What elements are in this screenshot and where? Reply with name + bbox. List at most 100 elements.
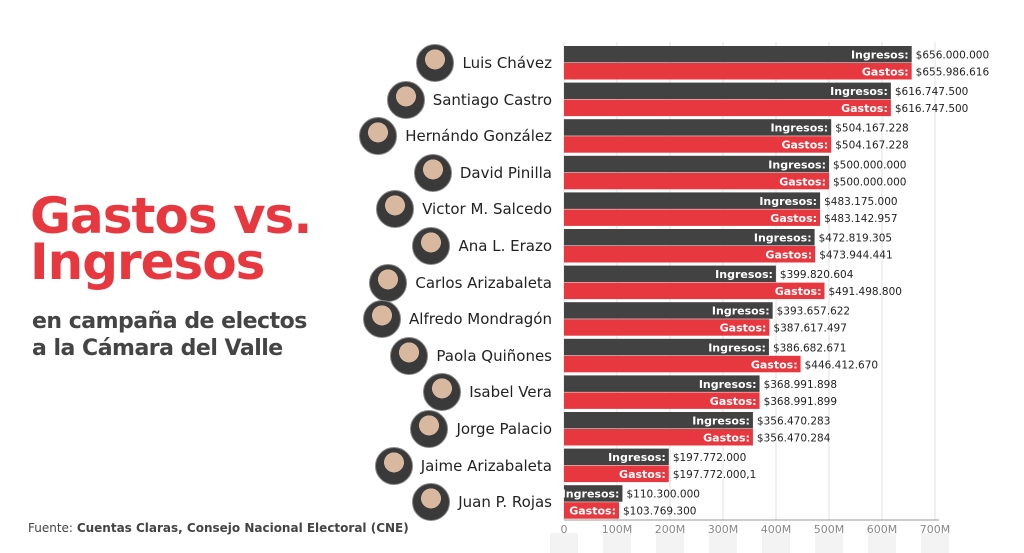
ingresos-bar-label: Ingresos:	[608, 451, 666, 464]
ingresos-bar-label: Ingresos:	[715, 268, 773, 281]
candidate-name: Paola Quiñones	[436, 346, 552, 365]
gastos-bar	[564, 99, 891, 117]
ingresos-bar	[564, 448, 669, 466]
tick-background	[815, 533, 843, 553]
ingresos-bar-label: Ingresos:	[830, 85, 888, 98]
x-tick-label: 500M	[814, 523, 845, 536]
gastos-bar	[564, 429, 753, 446]
x-tick-label: 300M	[708, 523, 739, 536]
x-tick-label: 0	[561, 523, 568, 536]
candidate-row: Isabel Vera	[423, 372, 552, 412]
candidate-name: David Pinilla	[459, 163, 552, 182]
subtitle: en campaña de electos a la Cámara del Va…	[32, 308, 307, 362]
tick-background	[603, 533, 631, 553]
ingresos-bar-label: Ingresos:	[699, 378, 757, 391]
gastos-bar-label: Gastos:	[751, 358, 798, 371]
gastos-bar	[564, 502, 619, 519]
candidate-photo	[369, 263, 408, 302]
gastos-bar-label: Gastos:	[770, 212, 817, 225]
candidate-photo	[363, 300, 402, 339]
subtitle-line-1: en campaña de electos	[32, 309, 307, 334]
value-label: $504.167.228	[835, 140, 908, 152]
candidate-row: Ana L. Erazo	[412, 226, 552, 266]
gastos-bar-label: Gastos:	[862, 66, 909, 79]
gastos-bar	[564, 172, 829, 190]
tick-background	[550, 533, 578, 553]
gastos-bar-label: Gastos:	[779, 175, 826, 188]
candidate-row: Paola Quiñones	[390, 336, 552, 376]
candidate-row: Victor M. Salcedo	[376, 189, 552, 229]
value-label: $616.747.500	[895, 103, 968, 115]
candidate-row: Juan P. Rojas	[412, 482, 552, 522]
subtitle-line-2: a la Cámara del Valle	[32, 336, 283, 361]
ingresos-bar-label: Ingresos:	[712, 305, 770, 318]
gastos-bar	[564, 465, 669, 483]
value-label: $399.820.604	[780, 269, 854, 281]
candidate-photo	[412, 227, 451, 265]
ingresos-bar-label: Ingresos:	[708, 341, 766, 354]
candidate-name: Ana L. Erazo	[458, 237, 552, 255]
gastos-bar	[564, 355, 801, 373]
gastos-bar	[564, 136, 832, 153]
candidate-photo	[359, 117, 398, 156]
x-tick-label: 100M	[602, 523, 633, 536]
gastos-bar-label: Gastos:	[720, 322, 767, 335]
x-tick-label: 200M	[655, 523, 686, 536]
x-tick-label: 700M	[920, 523, 951, 536]
value-label: $483.175.000	[824, 196, 897, 208]
value-label: $472.819.305	[819, 233, 892, 245]
value-label: $197.772.000,1	[673, 469, 757, 481]
source-text: Cuentas Claras, Consejo Nacional Elector…	[76, 521, 409, 535]
candidate-photo	[374, 446, 413, 485]
ingresos-bar-label: Ingresos:	[770, 122, 828, 135]
value-label: $368.991.898	[764, 379, 837, 391]
candidate-name: Carlos Arizabaleta	[415, 273, 552, 292]
ingresos-bar-label: Ingresos:	[759, 195, 817, 208]
ingresos-bar-label: Ingresos:	[851, 49, 909, 62]
gastos-bar-label: Gastos:	[775, 285, 822, 298]
ingresos-bar-label: Ingresos:	[768, 158, 826, 171]
value-label: $387.617.497	[773, 323, 846, 335]
gastos-bar	[564, 282, 825, 300]
value-label: $655.986.616	[916, 67, 990, 79]
value-label: $656.000.000	[916, 50, 989, 62]
x-tick-label: 600M	[867, 523, 898, 536]
value-label: $356.470.284	[757, 433, 831, 445]
value-label: $446.412.670	[805, 359, 878, 371]
candidate-row: Luis Chávez	[416, 43, 552, 83]
ingresos-bar	[564, 192, 821, 209]
candidate-photo	[386, 80, 425, 119]
value-label: $504.167.228	[835, 123, 908, 135]
gastos-bar	[564, 63, 912, 80]
x-tick-label: 400M	[761, 523, 792, 536]
ingresos-bar-label: Ingresos:	[562, 488, 620, 501]
gastos-bar-label: Gastos:	[619, 468, 666, 481]
ingresos-bar	[564, 485, 623, 502]
ingresos-bar	[564, 119, 832, 136]
gastos-bar-label: Gastos:	[710, 395, 757, 408]
candidate-name: Alfredo Mondragón	[409, 310, 552, 329]
candidate-row: Hernándo González	[359, 116, 552, 156]
candidate-row: David Pinilla	[413, 153, 552, 193]
gastos-bar-label: Gastos:	[765, 249, 812, 262]
candidate-photo	[410, 410, 449, 448]
candidate-photo	[423, 373, 462, 412]
candidate-row: Jorge Palacio	[410, 409, 552, 449]
value-label: $103.769.300	[623, 506, 696, 518]
gastos-bar-label: Gastos:	[781, 139, 828, 152]
ingresos-bar	[564, 82, 891, 100]
title-line-1: Gastos vs.	[30, 187, 312, 245]
ingresos-bar-label: Ingresos:	[754, 232, 812, 245]
candidate-name: Hernándo González	[405, 127, 552, 146]
gastos-bar-label: Gastos:	[569, 505, 616, 518]
tick-background	[762, 533, 790, 553]
ingresos-bar	[564, 155, 829, 173]
source-prefix: Fuente:	[28, 521, 73, 535]
tick-background	[656, 533, 684, 553]
ingresos-bar	[564, 338, 769, 356]
ingresos-bar	[564, 375, 760, 392]
candidate-name: Jorge Palacio	[456, 420, 552, 438]
tick-background	[921, 533, 949, 553]
ingresos-bar	[564, 265, 776, 283]
value-label: $393.657.622	[777, 306, 850, 318]
